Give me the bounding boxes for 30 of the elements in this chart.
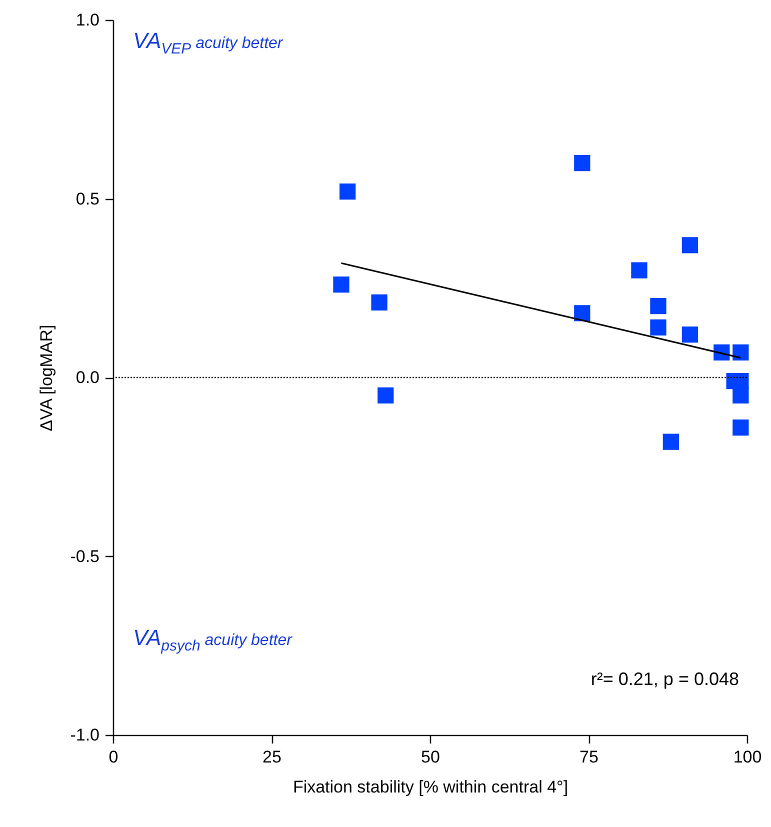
y-tick-label: 1.0 <box>76 10 100 30</box>
x-tick-label: 50 <box>421 748 440 766</box>
point <box>378 387 394 404</box>
x-tick-label: 75 <box>580 748 598 766</box>
y-tick-label: 0.0 <box>76 368 100 387</box>
point <box>732 344 749 361</box>
point <box>333 276 350 293</box>
y-tick-label: 0.5 <box>76 189 100 208</box>
point <box>650 319 666 336</box>
point <box>662 434 679 450</box>
point <box>371 294 388 310</box>
point <box>732 387 749 404</box>
point <box>340 184 356 200</box>
point <box>631 262 648 278</box>
y-axis-title: ΔVA [logMAR] <box>37 324 56 432</box>
point <box>650 298 666 314</box>
point <box>574 305 590 322</box>
x-axis-title: Fixation stability [% within central 4°] <box>292 778 568 796</box>
annotation: VA$_{psych}$ acuity better <box>133 625 292 654</box>
annotation: VA$_{VEP}$ acuity better <box>133 28 283 58</box>
annotation: r²= 0.21, p = 0.048 <box>590 669 739 690</box>
point <box>732 419 749 436</box>
y-tick-label: -0.5 <box>70 546 100 566</box>
x-tick-label: 25 <box>262 748 282 766</box>
y-tick-label: -1.0 <box>70 726 100 744</box>
point <box>682 326 698 343</box>
point <box>682 237 698 254</box>
point <box>574 154 590 172</box>
x-tick-label: 100 <box>733 748 762 766</box>
x-tick-label: 0 <box>108 748 118 766</box>
